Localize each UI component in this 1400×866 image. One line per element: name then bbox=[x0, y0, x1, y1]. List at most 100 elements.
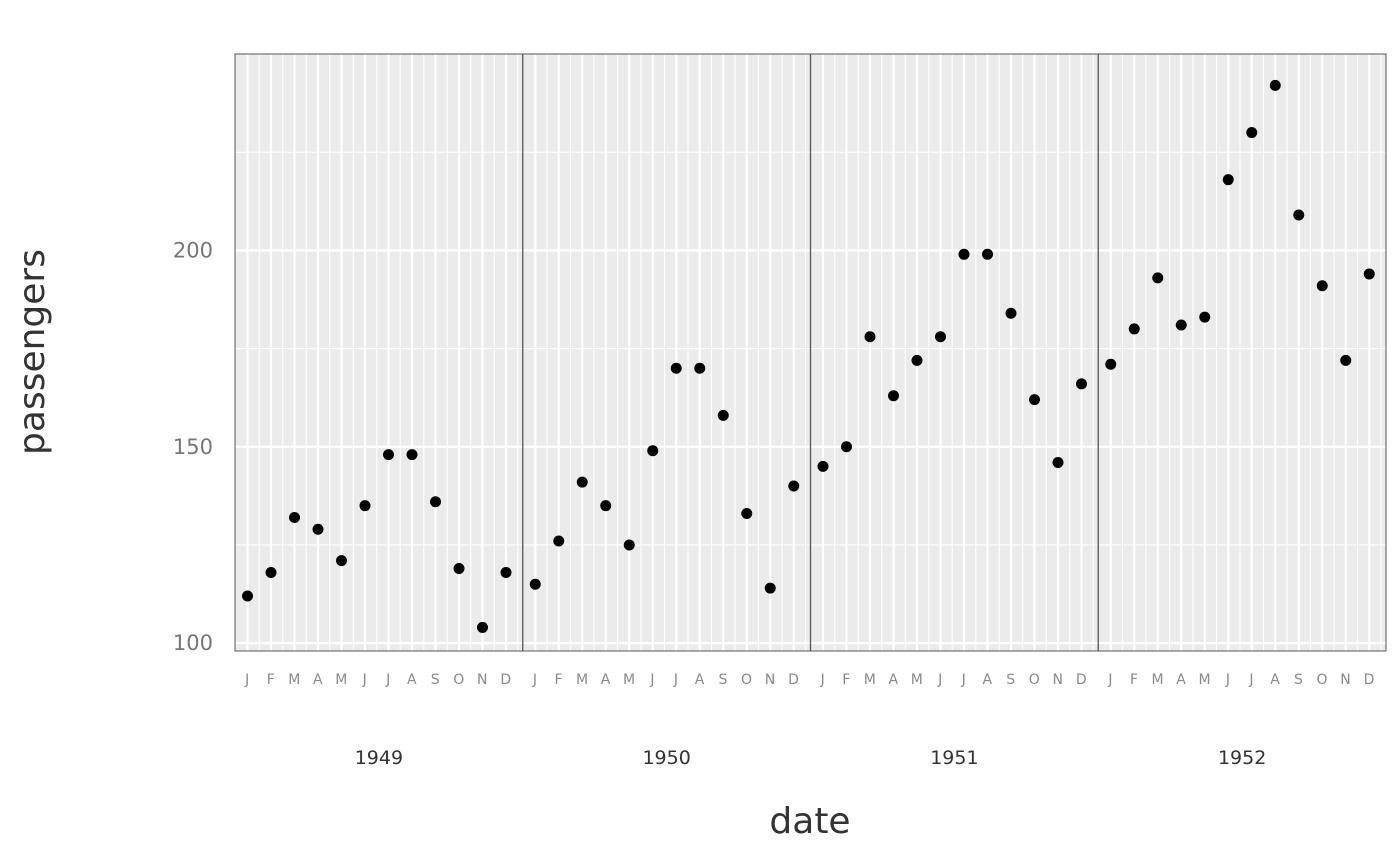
data-point bbox=[477, 621, 488, 633]
data-point bbox=[1199, 311, 1211, 323]
data-point bbox=[289, 511, 300, 523]
data-point bbox=[841, 441, 852, 453]
x-tick-month-label: M bbox=[576, 672, 589, 688]
x-tick-month-label: N bbox=[477, 672, 488, 688]
data-point bbox=[265, 566, 277, 578]
data-point bbox=[1005, 307, 1017, 319]
x-tick-month-label: D bbox=[500, 672, 511, 688]
x-tick-month-label: S bbox=[1294, 672, 1303, 688]
data-point bbox=[1269, 79, 1281, 91]
data-point bbox=[1363, 268, 1375, 280]
x-tick-month-label: D bbox=[1364, 672, 1375, 688]
data-point bbox=[453, 563, 465, 575]
data-point bbox=[647, 445, 659, 457]
data-point bbox=[242, 590, 253, 602]
data-point bbox=[1029, 394, 1040, 406]
x-tick-month-label: M bbox=[864, 672, 877, 688]
x-tick-month-label: J bbox=[244, 672, 250, 688]
x-tick-month-label: J bbox=[820, 672, 826, 688]
x-tick-month-label: D bbox=[1076, 672, 1087, 688]
plot-border bbox=[234, 53, 1387, 652]
data-point bbox=[817, 460, 829, 472]
x-tick-month-label: M bbox=[1151, 672, 1164, 688]
data-point bbox=[888, 390, 899, 402]
data-point bbox=[788, 480, 800, 492]
x-axis-year-labels: 1949 1950 1951 1952 bbox=[355, 747, 1267, 769]
x-tick-month-label: S bbox=[1006, 672, 1015, 688]
data-point bbox=[717, 409, 729, 421]
y-tick-label: 150 bbox=[173, 435, 213, 459]
data-point bbox=[1175, 319, 1187, 331]
x-tick-month-label: A bbox=[1176, 672, 1186, 688]
data-point bbox=[911, 354, 923, 366]
data-point bbox=[600, 500, 612, 512]
data-points bbox=[242, 79, 1375, 633]
data-point bbox=[1076, 378, 1087, 390]
data-point bbox=[312, 523, 324, 535]
data-point bbox=[430, 496, 441, 508]
data-point bbox=[741, 508, 753, 520]
data-point bbox=[958, 248, 970, 260]
x-tick-month-label: M bbox=[623, 672, 636, 688]
x-tick-month-label: J bbox=[532, 672, 538, 688]
x-tick-month-label: F bbox=[842, 672, 851, 688]
x-tick-month-label: A bbox=[407, 672, 417, 688]
x-tick-month-label: M bbox=[911, 672, 924, 688]
x-tick-month-label: N bbox=[1053, 672, 1064, 688]
x-tick-month-label: F bbox=[267, 672, 276, 688]
x-tick-month-label: N bbox=[765, 672, 776, 688]
x-tick-year-label: 1952 bbox=[1218, 747, 1266, 769]
x-tick-month-label: A bbox=[888, 672, 898, 688]
grid-lines bbox=[235, 53, 1386, 651]
data-point bbox=[1246, 127, 1258, 139]
x-tick-month-label: J bbox=[961, 672, 967, 688]
data-point bbox=[1316, 280, 1328, 292]
data-point bbox=[1128, 323, 1140, 335]
x-tick-month-label: O bbox=[1029, 672, 1041, 688]
data-point bbox=[864, 331, 876, 343]
x-tick-month-label: A bbox=[313, 672, 323, 688]
y-tick-label: 200 bbox=[173, 238, 213, 262]
x-tick-year-label: 1951 bbox=[930, 747, 978, 769]
data-point bbox=[336, 555, 347, 567]
x-tick-month-label: J bbox=[385, 672, 391, 688]
data-point bbox=[359, 500, 371, 512]
x-tick-month-label: F bbox=[554, 672, 563, 688]
x-tick-month-label: O bbox=[741, 672, 753, 688]
data-point bbox=[623, 539, 635, 551]
y-axis-ticks: 100 150 200 bbox=[173, 238, 213, 655]
x-tick-month-label: M bbox=[288, 672, 301, 688]
x-tick-year-label: 1950 bbox=[642, 747, 690, 769]
data-point bbox=[500, 566, 512, 578]
data-point bbox=[553, 535, 565, 547]
data-point bbox=[694, 362, 706, 374]
data-point bbox=[935, 331, 946, 343]
x-tick-month-label: O bbox=[1316, 672, 1328, 688]
year-separators bbox=[522, 54, 1099, 651]
x-tick-month-label: S bbox=[719, 672, 728, 688]
x-tick-month-label: J bbox=[937, 672, 943, 688]
y-tick-label: 100 bbox=[173, 631, 213, 655]
x-tick-month-label: F bbox=[1130, 672, 1139, 688]
x-tick-month-label: A bbox=[601, 672, 611, 688]
data-point bbox=[1222, 174, 1234, 186]
x-tick-month-label: M bbox=[335, 672, 348, 688]
x-tick-month-label: J bbox=[1248, 672, 1254, 688]
x-axis-title: date bbox=[769, 801, 850, 842]
data-point bbox=[764, 582, 776, 594]
x-tick-month-label: J bbox=[1225, 672, 1231, 688]
x-tick-month-label: J bbox=[1107, 672, 1113, 688]
data-point bbox=[406, 449, 418, 461]
y-axis-title: passengers bbox=[12, 249, 53, 455]
x-tick-month-label: M bbox=[1198, 672, 1211, 688]
x-tick-month-label: O bbox=[453, 672, 465, 688]
x-tick-year-label: 1949 bbox=[355, 747, 403, 769]
data-point bbox=[1293, 209, 1305, 221]
data-point bbox=[1052, 456, 1064, 468]
data-point bbox=[576, 476, 588, 488]
data-point bbox=[1152, 272, 1164, 284]
data-point bbox=[529, 578, 541, 590]
data-point bbox=[1105, 358, 1117, 370]
